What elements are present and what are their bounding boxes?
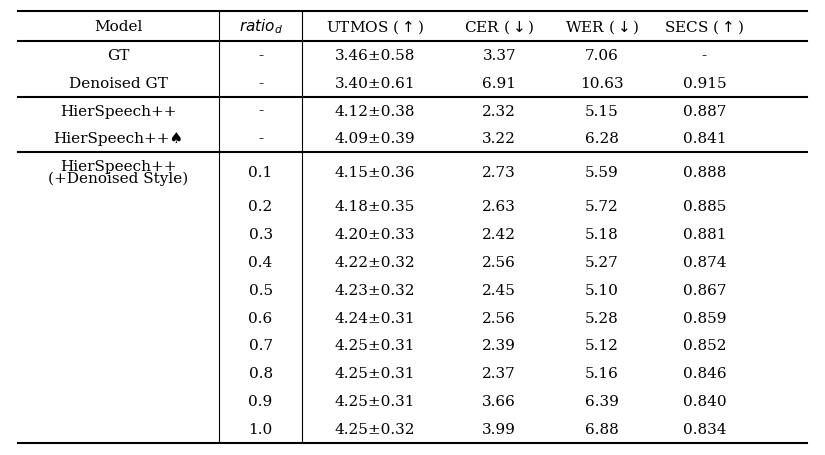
Text: 5.72: 5.72 [585, 200, 619, 214]
Text: -: - [702, 49, 707, 63]
Text: HierSpeech++: HierSpeech++ [60, 160, 177, 174]
Text: -: - [258, 132, 263, 146]
Text: 0.9: 0.9 [248, 394, 273, 408]
Text: 2.56: 2.56 [483, 255, 516, 269]
Text: 0.846: 0.846 [682, 367, 726, 380]
Text: 4.20±0.33: 4.20±0.33 [335, 228, 415, 242]
Text: 5.15: 5.15 [585, 104, 619, 118]
Text: HierSpeech++: HierSpeech++ [60, 104, 177, 118]
Text: 2.37: 2.37 [483, 367, 516, 380]
Text: Denoised GT: Denoised GT [69, 76, 168, 91]
Text: 4.23±0.32: 4.23±0.32 [335, 283, 415, 297]
Text: 4.09±0.39: 4.09±0.39 [335, 132, 415, 146]
Text: 0.3: 0.3 [248, 228, 273, 242]
Text: 3.40±0.61: 3.40±0.61 [335, 76, 415, 91]
Text: 5.16: 5.16 [585, 367, 619, 380]
Text: 3.37: 3.37 [483, 49, 516, 63]
Text: 2.56: 2.56 [483, 311, 516, 325]
Text: CER ($\downarrow$): CER ($\downarrow$) [464, 18, 535, 35]
Text: 0.887: 0.887 [683, 104, 726, 118]
Text: 2.39: 2.39 [483, 339, 516, 353]
Text: 0.859: 0.859 [682, 311, 726, 325]
Text: 4.12±0.38: 4.12±0.38 [335, 104, 415, 118]
Text: 0.5: 0.5 [248, 283, 273, 297]
Text: 3.22: 3.22 [483, 132, 516, 146]
Text: -: - [258, 104, 263, 118]
Text: 5.27: 5.27 [585, 255, 619, 269]
Text: 4.18±0.35: 4.18±0.35 [335, 200, 415, 214]
Text: 6.88: 6.88 [585, 422, 619, 436]
Text: 3.46±0.58: 3.46±0.58 [335, 49, 415, 63]
Text: GT: GT [107, 49, 130, 63]
Text: 0.852: 0.852 [682, 339, 726, 353]
Text: 1.0: 1.0 [248, 422, 273, 436]
Text: WER ($\downarrow$): WER ($\downarrow$) [564, 18, 639, 35]
Text: 5.59: 5.59 [585, 166, 619, 180]
Text: 0.881: 0.881 [682, 228, 726, 242]
Text: 5.12: 5.12 [585, 339, 619, 353]
Text: Model: Model [94, 20, 143, 34]
Text: 0.867: 0.867 [682, 283, 726, 297]
Text: 4.15±0.36: 4.15±0.36 [335, 166, 415, 180]
Text: 3.66: 3.66 [483, 394, 516, 408]
Text: 0.915: 0.915 [682, 76, 726, 91]
Text: 0.2: 0.2 [248, 200, 273, 214]
Text: 6.91: 6.91 [483, 76, 516, 91]
Text: 2.32: 2.32 [483, 104, 516, 118]
Text: 0.874: 0.874 [682, 255, 726, 269]
Text: UTMOS ($\uparrow$): UTMOS ($\uparrow$) [326, 18, 424, 35]
Text: 0.840: 0.840 [682, 394, 726, 408]
Text: HierSpeech++♠: HierSpeech++♠ [54, 132, 184, 146]
Text: 2.63: 2.63 [483, 200, 516, 214]
Text: 7.06: 7.06 [585, 49, 619, 63]
Text: 0.7: 0.7 [248, 339, 273, 353]
Text: SECS ($\uparrow$): SECS ($\uparrow$) [664, 18, 744, 35]
Text: 5.18: 5.18 [585, 228, 619, 242]
Text: 0.4: 0.4 [248, 255, 273, 269]
Text: 0.6: 0.6 [248, 311, 273, 325]
Text: -: - [258, 49, 263, 63]
Text: 10.63: 10.63 [580, 76, 624, 91]
Text: 3.99: 3.99 [483, 422, 516, 436]
Text: 0.834: 0.834 [682, 422, 726, 436]
Text: 0.885: 0.885 [683, 200, 726, 214]
Text: 4.25±0.31: 4.25±0.31 [335, 367, 415, 380]
Text: 6.39: 6.39 [585, 394, 619, 408]
Text: 0.841: 0.841 [682, 132, 726, 146]
Text: 6.28: 6.28 [585, 132, 619, 146]
Text: 5.10: 5.10 [585, 283, 619, 297]
Text: (+Denoised Style): (+Denoised Style) [49, 172, 189, 186]
Text: 0.8: 0.8 [248, 367, 273, 380]
Text: 4.25±0.31: 4.25±0.31 [335, 394, 415, 408]
Text: 4.24±0.31: 4.24±0.31 [335, 311, 415, 325]
Text: 0.1: 0.1 [248, 166, 273, 180]
Text: 4.25±0.32: 4.25±0.32 [335, 422, 415, 436]
Text: 4.25±0.31: 4.25±0.31 [335, 339, 415, 353]
Text: 5.28: 5.28 [585, 311, 619, 325]
Text: 2.73: 2.73 [483, 166, 516, 180]
Text: 2.45: 2.45 [483, 283, 516, 297]
Text: -: - [258, 76, 263, 91]
Text: $\mathit{ratio}_d$: $\mathit{ratio}_d$ [238, 18, 283, 36]
Text: 2.42: 2.42 [483, 228, 516, 242]
Text: 0.888: 0.888 [683, 166, 726, 180]
Text: 4.22±0.32: 4.22±0.32 [335, 255, 415, 269]
